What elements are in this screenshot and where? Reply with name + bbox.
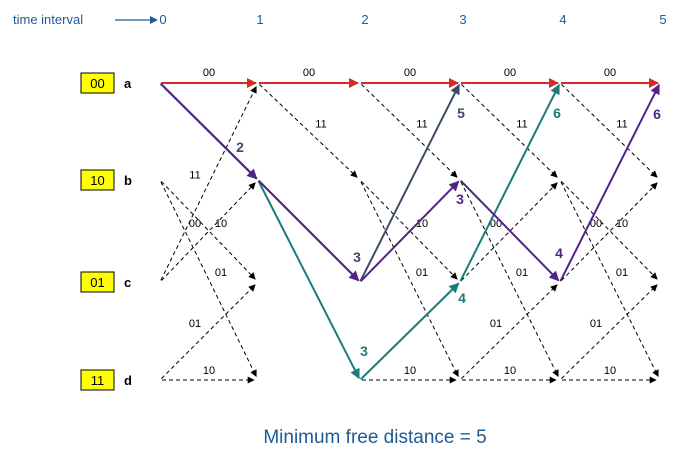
time-interval-label: time interval bbox=[13, 12, 83, 27]
trellis-branch bbox=[461, 84, 558, 178]
branch-output-label: 00 bbox=[303, 67, 315, 79]
branch-output-label: 11 bbox=[516, 119, 527, 131]
path-metric-label: 4 bbox=[458, 290, 466, 306]
state-box bbox=[80, 169, 115, 191]
path-purple bbox=[160, 82, 660, 282]
path-segment bbox=[359, 83, 460, 282]
trellis-branch bbox=[460, 181, 559, 378]
state-name: d bbox=[124, 373, 132, 388]
branch-output-label: 00 bbox=[189, 218, 201, 230]
branch-output-label: 11 bbox=[189, 170, 200, 182]
branch-output-label: 10 bbox=[504, 365, 516, 377]
branch-output-label: 01 bbox=[616, 267, 628, 279]
state-name: c bbox=[124, 275, 131, 290]
branch-output-label: 11 bbox=[416, 119, 427, 131]
path-segment bbox=[459, 83, 560, 282]
state-box bbox=[80, 369, 115, 391]
survivor-paths bbox=[160, 78, 660, 381]
state-code: 11 bbox=[91, 373, 105, 388]
state-code: 10 bbox=[90, 173, 104, 188]
trellis-branch bbox=[161, 182, 256, 281]
time-tick: 2 bbox=[361, 12, 368, 27]
path-slate bbox=[160, 82, 460, 282]
path-segment bbox=[459, 180, 560, 282]
path-segment bbox=[559, 83, 660, 282]
branch-output-label: 00 bbox=[404, 67, 416, 79]
path-metric-label: 4 bbox=[555, 245, 563, 261]
dashed-branches bbox=[160, 84, 659, 384]
branch-output-label: 10 bbox=[215, 218, 227, 230]
branch-output-label: 01 bbox=[490, 318, 502, 330]
path-metric-label: 5 bbox=[457, 105, 465, 121]
state-code: 00 bbox=[90, 76, 104, 91]
trellis-branch bbox=[160, 181, 257, 378]
branch-output-label: 01 bbox=[416, 267, 428, 279]
trellis-branch bbox=[561, 182, 658, 281]
trellis-branch bbox=[361, 181, 458, 280]
path-segment bbox=[359, 180, 460, 282]
branch-output-label: 01 bbox=[516, 267, 528, 279]
state-code: 01 bbox=[90, 275, 104, 290]
trellis-branch bbox=[160, 85, 257, 281]
state-box bbox=[80, 72, 115, 94]
path-segment bbox=[257, 180, 360, 282]
state-name: a bbox=[124, 76, 132, 91]
time-tick: 4 bbox=[559, 12, 566, 27]
branch-output-label: 11 bbox=[616, 119, 627, 131]
branch-output-label: 10 bbox=[604, 365, 616, 377]
path-segment bbox=[257, 180, 360, 380]
state-box bbox=[80, 271, 115, 293]
time-tick: 5 bbox=[659, 12, 666, 27]
branch-output-label: 00 bbox=[203, 67, 215, 79]
trellis-branch bbox=[461, 284, 558, 379]
trellis-branch bbox=[561, 84, 658, 178]
path-segment bbox=[360, 282, 460, 381]
caption: Minimum free distance = 5 bbox=[263, 427, 486, 448]
path-metric-label: 6 bbox=[553, 105, 561, 121]
path-metric-label: 3 bbox=[360, 343, 368, 359]
path-metric-label: 2 bbox=[236, 139, 244, 155]
path-metric-label: 6 bbox=[653, 106, 661, 122]
branch-output-label: 00 bbox=[604, 67, 616, 79]
branch-output-label: 10 bbox=[404, 365, 416, 377]
trellis-branch bbox=[561, 181, 658, 280]
branch-output-label: 10 bbox=[616, 218, 628, 230]
time-tick: 1 bbox=[256, 12, 263, 27]
trellis-branch bbox=[560, 181, 659, 378]
trellis-branch bbox=[461, 182, 558, 281]
path-segment bbox=[160, 82, 258, 180]
trellis-branch bbox=[360, 181, 459, 378]
branch-output-label: 11 bbox=[315, 119, 326, 131]
trellis-branch bbox=[361, 84, 458, 178]
state-name: b bbox=[124, 173, 132, 188]
time-tick: 3 bbox=[459, 12, 466, 27]
path-metric-label: 3 bbox=[353, 249, 361, 265]
branch-output-label: 00 bbox=[590, 218, 602, 230]
trellis-branch bbox=[161, 181, 256, 280]
branch-output-label: 00 bbox=[504, 67, 516, 79]
time-tick: 0 bbox=[159, 12, 166, 27]
path-teal bbox=[160, 82, 560, 381]
trellis-branch bbox=[161, 284, 256, 379]
branch-output-label: 01 bbox=[590, 318, 602, 330]
trellis-branch bbox=[259, 84, 358, 178]
branch-output-label: 01 bbox=[215, 267, 227, 279]
path-metric-label: 3 bbox=[456, 191, 464, 207]
time-axis-arrowhead bbox=[150, 16, 158, 24]
branch-output-label: 01 bbox=[189, 318, 201, 330]
branch-output-label: 10 bbox=[203, 365, 215, 377]
trellis-branch bbox=[561, 284, 658, 379]
